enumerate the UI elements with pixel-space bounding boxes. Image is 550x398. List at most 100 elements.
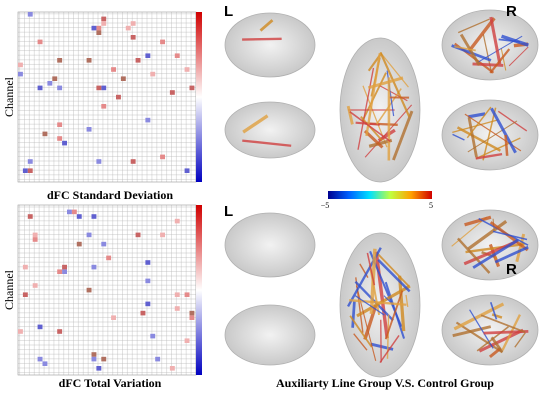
connection [492,230,528,241]
connection [464,215,492,227]
connection [504,134,509,156]
connection [346,105,354,125]
heatmap [17,11,197,183]
connection [500,48,507,71]
connection [478,328,524,353]
heatmap-cell [47,81,53,86]
connection [452,325,492,338]
hemisphere-label: R [506,3,517,20]
heatmap-cell [96,366,102,371]
heatmap-cell [27,159,33,164]
connection [467,219,508,251]
heatmap-cell [91,264,97,270]
connection [351,301,356,328]
connection [456,237,491,274]
heatmap-cell [130,159,136,164]
heatmap-cell [18,71,23,77]
heatmap-cell [184,338,190,343]
heatmap-cell [62,140,67,146]
heatmap-cell [96,25,102,31]
heatmap-cell [111,67,116,72]
heatmap-cell [57,269,63,274]
heatmap-cell [37,356,43,362]
brain [441,99,539,171]
connection [454,45,476,52]
heatmap-cell [96,85,102,91]
connection [349,299,407,306]
heatmap-cell [62,264,67,270]
heatmap-cell [86,58,92,63]
heatmap-cell [174,292,180,297]
heatmap-cell [62,269,67,274]
heatmap-cell [174,218,180,224]
connection [480,314,526,333]
connection [475,153,503,160]
heatmap-cell [18,329,23,334]
brain [224,101,316,159]
heatmap-cell [125,25,131,31]
heatmap-cell [101,85,107,91]
heatmap-cell [101,356,107,362]
connection [453,302,505,331]
heatmap-cell [130,21,136,26]
heatmap-cell [184,168,190,173]
heatmap-cell [145,53,151,58]
connection [457,18,490,34]
heatmap-colorbar [196,12,202,182]
connection [384,290,404,340]
heatmap-cell [32,232,38,238]
heatmap-cell [22,168,28,173]
connection [467,17,496,52]
heatmap-cell [106,255,112,261]
heatmap-cell [67,209,72,215]
connection [489,221,529,252]
heatmap-cell [145,260,151,265]
brain [224,12,316,78]
connection [497,110,528,132]
heatmap-title: dFC Total Variation [59,376,162,390]
connection [491,313,503,319]
heatmap-cell [27,12,33,17]
heatmap [17,204,197,376]
heatmap-cell [145,301,151,307]
connection [242,139,292,147]
heatmap-cell [27,168,33,173]
heatmap-cell [116,94,121,100]
heatmap-cell [169,90,175,95]
heatmap-cell [32,237,38,242]
hemisphere-label: R [506,261,517,278]
connection [467,120,518,153]
colorbar-max-label: 5 [429,201,433,210]
heatmap-cell [135,58,141,63]
heatmap-cells [18,12,195,371]
heatmap-cell [18,62,23,68]
heatmap-cell [37,39,43,45]
heatmap-cell [86,287,92,293]
connection [357,67,375,150]
hemisphere-label: L [224,3,233,20]
heatmap-cell [86,232,92,238]
connection [374,251,389,339]
connection [379,334,400,364]
heatmap-cell [71,209,77,215]
colorbar-min-label: −5 [321,201,330,210]
brain [441,9,539,81]
connection [349,111,391,142]
connection [476,326,509,352]
heatmap-cell [150,333,156,339]
connection [466,106,492,139]
heatmap-cell [160,232,165,238]
heatmap-cell [52,76,58,81]
caption: Auxiliarty Line Group V.S. Control Group [276,376,494,390]
heatmap-cell [86,127,92,132]
connection [452,119,499,134]
connection [490,336,504,353]
heatmap-cell [22,264,28,270]
heatmap-cell [120,76,126,81]
heatmap-cell [155,356,161,362]
heatmap-cell [91,356,97,362]
connection [514,332,526,348]
connection [360,116,383,142]
connection [488,347,502,359]
heatmap-cell [174,306,180,311]
